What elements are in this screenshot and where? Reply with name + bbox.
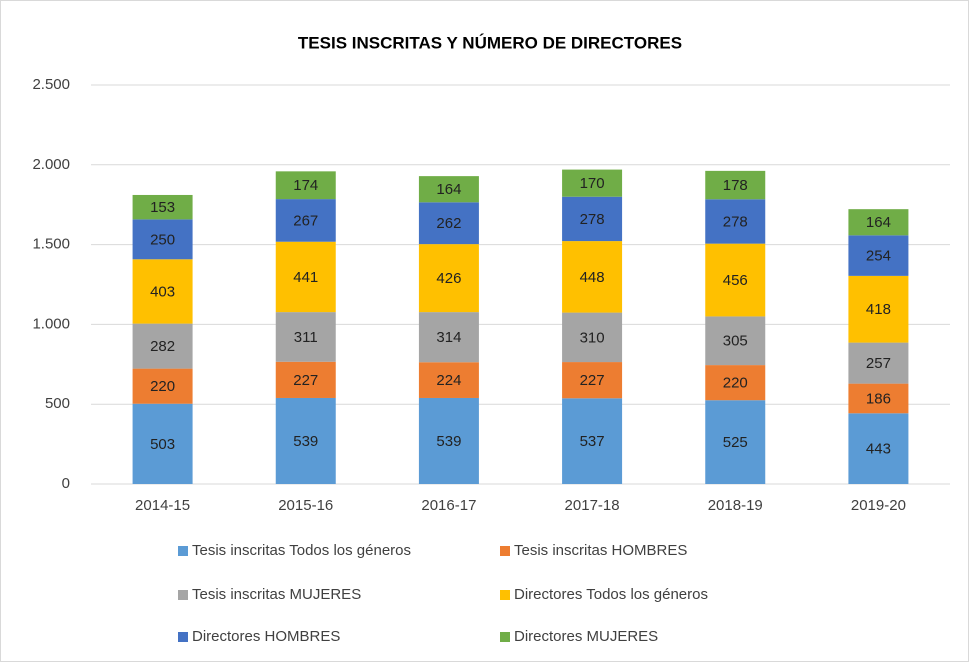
bar-segment bbox=[275, 241, 336, 313]
legend-swatch bbox=[178, 590, 188, 600]
data-label: 418 bbox=[866, 301, 891, 318]
bar-segment bbox=[848, 275, 909, 343]
bar-segment bbox=[275, 171, 336, 200]
bar-segment bbox=[705, 316, 766, 366]
bar-segment bbox=[705, 365, 766, 401]
data-label: 267 bbox=[293, 212, 318, 229]
legend-swatch bbox=[500, 590, 510, 600]
bar-segment bbox=[275, 199, 336, 242]
data-label: 254 bbox=[866, 248, 891, 265]
data-label: 164 bbox=[436, 181, 461, 198]
bar-segment bbox=[562, 312, 623, 363]
bar-segment bbox=[275, 361, 336, 398]
bar-segment bbox=[132, 323, 193, 369]
data-label: 262 bbox=[436, 215, 461, 232]
data-label: 443 bbox=[866, 441, 891, 458]
bar-segment bbox=[848, 413, 909, 484]
y-tick-label: 1.500 bbox=[32, 236, 70, 253]
bar-segment bbox=[562, 169, 623, 197]
data-label: 220 bbox=[150, 378, 175, 395]
bar-segment bbox=[132, 368, 193, 404]
data-label: 539 bbox=[293, 433, 318, 450]
y-tick-label: 2.000 bbox=[32, 156, 70, 173]
data-label: 503 bbox=[150, 436, 175, 453]
legend-swatch bbox=[178, 632, 188, 642]
bar-segment bbox=[705, 199, 766, 244]
data-label: 537 bbox=[580, 433, 605, 450]
legend-label: Tesis inscritas Todos los géneros bbox=[192, 542, 411, 559]
data-label: 441 bbox=[293, 269, 318, 286]
data-label: 170 bbox=[580, 175, 605, 192]
bar-segment bbox=[132, 219, 193, 260]
chart-title: TESIS INSCRITAS Y NÚMERO DE DIRECTORES bbox=[298, 33, 682, 52]
bar-segment bbox=[562, 241, 623, 313]
data-label: 539 bbox=[436, 433, 461, 450]
data-label: 227 bbox=[580, 372, 605, 389]
bar-segment bbox=[418, 312, 479, 363]
legend-label: Tesis inscritas HOMBRES bbox=[514, 542, 687, 559]
data-label: 220 bbox=[723, 375, 748, 392]
legend-swatch bbox=[500, 632, 510, 642]
bar-segment bbox=[418, 244, 479, 313]
data-label: 278 bbox=[580, 211, 605, 228]
bar-segment bbox=[132, 194, 193, 220]
bar-segment bbox=[562, 398, 623, 484]
bar-segment bbox=[848, 383, 909, 414]
y-tick-label: 500 bbox=[45, 395, 70, 412]
bar-segment bbox=[132, 259, 193, 324]
data-label: 311 bbox=[294, 329, 318, 346]
data-label: 426 bbox=[436, 270, 461, 287]
y-tick-label: 0 bbox=[62, 475, 70, 492]
bar-segment bbox=[275, 397, 336, 484]
x-tick-label: 2017-18 bbox=[565, 497, 620, 514]
bar-segment bbox=[418, 362, 479, 398]
data-label: 403 bbox=[150, 283, 175, 300]
x-tick-label: 2019-20 bbox=[851, 497, 906, 514]
data-label: 305 bbox=[723, 333, 748, 350]
data-label: 448 bbox=[580, 269, 605, 286]
data-label: 314 bbox=[436, 329, 461, 346]
legend-label: Directores HOMBRES bbox=[192, 628, 340, 645]
bar-segment bbox=[848, 209, 909, 236]
data-label: 153 bbox=[150, 199, 175, 216]
bar-segment bbox=[132, 403, 193, 484]
data-label: 186 bbox=[866, 390, 891, 407]
data-label: 257 bbox=[866, 355, 891, 372]
data-label: 174 bbox=[293, 177, 318, 194]
data-label: 250 bbox=[150, 231, 175, 248]
bar-segment bbox=[418, 397, 479, 484]
legend-label: Directores Todos los géneros bbox=[514, 586, 708, 603]
data-label: 164 bbox=[866, 214, 891, 231]
data-label: 278 bbox=[723, 213, 748, 230]
bar-segment bbox=[705, 243, 766, 317]
legend-swatch bbox=[500, 546, 510, 556]
data-label: 227 bbox=[293, 372, 318, 389]
x-tick-label: 2016-17 bbox=[421, 497, 476, 514]
bar-segment bbox=[418, 202, 479, 245]
legend-swatch bbox=[178, 546, 188, 556]
y-tick-label: 1.000 bbox=[32, 315, 70, 332]
data-label: 224 bbox=[436, 372, 461, 389]
data-label: 282 bbox=[150, 338, 175, 355]
legend-label: Directores MUJERES bbox=[514, 628, 658, 645]
legend-label: Tesis inscritas MUJERES bbox=[192, 586, 361, 603]
bar-segment bbox=[562, 196, 623, 242]
data-label: 310 bbox=[580, 329, 605, 346]
x-tick-label: 2015-16 bbox=[278, 497, 333, 514]
x-tick-label: 2018-19 bbox=[708, 497, 763, 514]
bar-segment bbox=[848, 235, 909, 276]
bar-segment bbox=[705, 400, 766, 484]
bar-segment bbox=[275, 312, 336, 362]
data-label: 456 bbox=[723, 272, 748, 289]
bar-segment bbox=[705, 170, 766, 200]
data-label: 525 bbox=[723, 434, 748, 451]
data-label: 178 bbox=[723, 177, 748, 194]
x-tick-label: 2014-15 bbox=[135, 497, 190, 514]
y-tick-label: 2.500 bbox=[32, 76, 70, 93]
bar-segment bbox=[848, 342, 909, 384]
bar-segment bbox=[418, 176, 479, 203]
bar-segment bbox=[562, 362, 623, 399]
